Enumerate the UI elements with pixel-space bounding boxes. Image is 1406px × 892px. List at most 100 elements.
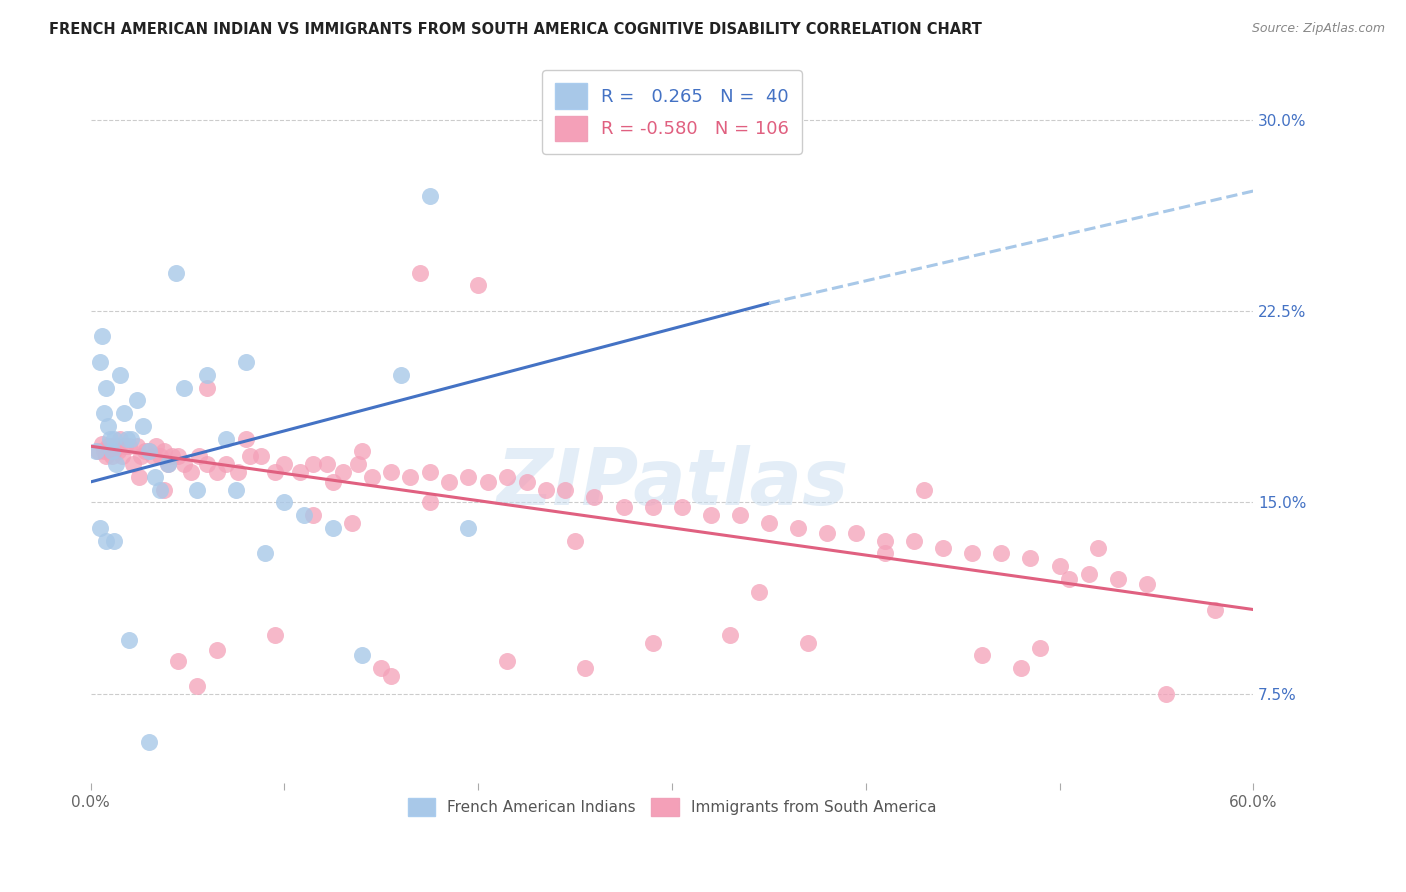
Point: [215, 432, 238, 446]
Point: [477, 475, 499, 489]
Point: [574, 661, 596, 675]
Point: [118, 439, 141, 453]
Point: [1154, 687, 1177, 701]
Point: [205, 465, 228, 479]
Point: [350, 444, 373, 458]
Point: [111, 450, 134, 464]
Point: [120, 432, 142, 446]
Point: [235, 432, 257, 446]
Point: [104, 439, 127, 453]
Point: [419, 189, 441, 203]
Point: [370, 661, 392, 675]
Point: [108, 368, 131, 382]
Point: [263, 628, 285, 642]
Point: [875, 533, 897, 548]
Point: [173, 457, 195, 471]
Point: [419, 495, 441, 509]
Point: [149, 450, 172, 464]
Point: [554, 483, 576, 497]
Point: [186, 679, 208, 693]
Point: [380, 465, 402, 479]
Point: [350, 648, 373, 663]
Point: [534, 483, 557, 497]
Point: [302, 508, 325, 522]
Point: [166, 654, 188, 668]
Point: [253, 546, 276, 560]
Point: [389, 368, 412, 382]
Point: [149, 483, 172, 497]
Point: [93, 406, 115, 420]
Point: [332, 465, 354, 479]
Point: [467, 278, 489, 293]
Point: [457, 470, 479, 484]
Point: [104, 457, 127, 471]
Point: [89, 521, 111, 535]
Point: [583, 490, 606, 504]
Point: [263, 465, 285, 479]
Point: [143, 470, 166, 484]
Point: [970, 648, 993, 663]
Point: [97, 439, 120, 453]
Point: [153, 444, 176, 458]
Point: [1087, 541, 1109, 556]
Point: [98, 439, 121, 453]
Point: [94, 380, 117, 394]
Point: [180, 465, 202, 479]
Point: [671, 500, 693, 515]
Point: [728, 508, 751, 522]
Point: [1029, 640, 1052, 655]
Point: [157, 457, 180, 471]
Point: [288, 465, 311, 479]
Point: [173, 380, 195, 394]
Point: [1019, 551, 1042, 566]
Point: [138, 444, 160, 458]
Point: [129, 450, 152, 464]
Point: [238, 450, 260, 464]
Point: [815, 525, 838, 540]
Point: [990, 546, 1012, 560]
Point: [205, 643, 228, 657]
Point: [302, 457, 325, 471]
Point: [437, 475, 460, 489]
Point: [138, 735, 160, 749]
Point: [91, 329, 114, 343]
Point: [103, 432, 125, 446]
Point: [845, 525, 868, 540]
Point: [718, 628, 741, 642]
Point: [128, 470, 150, 484]
Point: [903, 533, 925, 548]
Point: [1204, 602, 1226, 616]
Point: [138, 444, 160, 458]
Point: [157, 457, 180, 471]
Point: [273, 457, 295, 471]
Point: [97, 418, 120, 433]
Point: [225, 483, 247, 497]
Point: [215, 457, 238, 471]
Point: [93, 444, 115, 458]
Point: [127, 393, 149, 408]
Point: [134, 444, 156, 458]
Point: [292, 508, 315, 522]
Point: [380, 669, 402, 683]
Point: [786, 521, 808, 535]
Point: [641, 500, 664, 515]
Point: [195, 380, 218, 394]
Point: [118, 633, 141, 648]
Point: [145, 439, 167, 453]
Point: [322, 521, 344, 535]
Point: [101, 450, 124, 464]
Point: [103, 533, 125, 548]
Point: [409, 266, 432, 280]
Point: [342, 516, 364, 530]
Point: [101, 444, 124, 458]
Point: [962, 546, 984, 560]
Point: [186, 483, 208, 497]
Point: [91, 436, 114, 450]
Point: [114, 439, 136, 453]
Point: [360, 470, 382, 484]
Point: [758, 516, 780, 530]
Point: [1077, 566, 1099, 581]
Point: [160, 450, 183, 464]
Point: [496, 654, 519, 668]
Point: [188, 450, 211, 464]
